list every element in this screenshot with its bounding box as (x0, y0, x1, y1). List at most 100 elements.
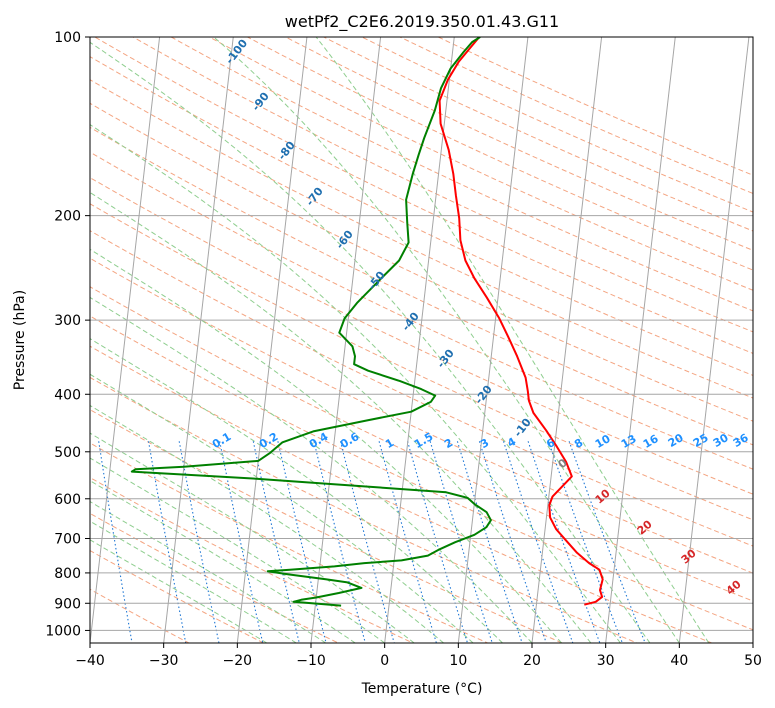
moist-adiabat (90, 539, 268, 643)
mixing-ratio-line (219, 441, 264, 643)
dry-adiabat (90, 588, 190, 643)
mixing-ratio-label: 1 (383, 436, 396, 451)
dry-adiabat (90, 376, 639, 643)
x-tick-label: −20 (223, 653, 253, 669)
dry-adiabat-label: -100 (223, 37, 250, 67)
isotherm-gridline (384, 37, 455, 643)
dry-adiabat (90, 56, 753, 377)
mixing-ratio-line (178, 441, 220, 643)
x-tick-label: −40 (75, 653, 105, 669)
mixing-ratio-line (147, 441, 187, 643)
x-tick-label: −10 (296, 653, 326, 669)
mixing-ratio-line (527, 441, 601, 643)
moist-adiabat (315, 37, 710, 643)
mixing-ratio-label: 2 (442, 436, 455, 451)
mixing-ratio-line (378, 441, 437, 643)
dry-adiabat (90, 476, 415, 643)
moist-adiabat (90, 501, 326, 643)
x-axis-label: Temperature (°C) (361, 681, 483, 697)
mixing-ratio-label: 25 (691, 431, 711, 450)
moist-adiabat (90, 404, 444, 643)
isotherm-gridline (236, 37, 308, 643)
plot-frame (89, 36, 754, 644)
dry-adiabat (90, 203, 753, 521)
temperature-profile-line (438, 37, 604, 606)
dry-adiabat (208, 37, 753, 291)
mixing-ratio-line (456, 441, 523, 643)
x-tick-label: 0 (380, 653, 389, 669)
x-tick-label: 50 (744, 653, 762, 669)
chart-title: wetPf2_C2E6.2019.350.01.43.G11 (285, 12, 559, 32)
x-tick-label: 40 (670, 653, 688, 669)
dry-adiabat (90, 257, 753, 574)
isotherm-gridline (310, 37, 382, 643)
y-tick-label: 500 (54, 445, 81, 461)
mixing-ratio-label: 13 (619, 432, 639, 451)
moist-adiabat-label: 20 (635, 517, 655, 537)
mixing-ratio-line (502, 441, 574, 643)
mixing-ratio-label: 1.5 (412, 430, 435, 451)
line-labels: -100-90-80-70-60-50-40-30-20-100.1 0.2 0.4… (210, 37, 751, 598)
mixing-ratio-line (252, 441, 300, 643)
isotherm-gridline (457, 37, 529, 643)
dry-adiabat (90, 345, 714, 643)
dry-adiabat (90, 315, 753, 631)
mixing-ratio-label: 36 (731, 431, 751, 450)
moist-adiabat (90, 248, 562, 643)
mixing-ratio-label: 30 (711, 431, 731, 450)
y-tick-label: 1000 (45, 623, 81, 639)
dry-adiabat (93, 37, 753, 354)
dry-adiabat (90, 126, 753, 446)
dry-adiabat (90, 286, 753, 602)
series-layer (130, 37, 604, 607)
dry-adiabat (90, 512, 340, 643)
dry-adiabat (246, 37, 753, 271)
dry-adiabat (90, 79, 753, 399)
y-tick-label: 600 (54, 492, 81, 508)
dewpoint-profile-line (130, 37, 492, 607)
mixing-ratio-line (339, 441, 395, 643)
isotherm-gridline (678, 37, 750, 643)
x-tick-label: 10 (449, 653, 467, 669)
moist-adiabat (90, 480, 356, 643)
dry-adiabat (90, 230, 753, 547)
mixing-ratio-line (277, 441, 327, 643)
moist-adiabat (90, 41, 651, 643)
dry-adiabat (360, 37, 753, 213)
y-tick-label: 200 (54, 209, 81, 225)
moist-adiabat (90, 296, 533, 643)
dry-adiabat-label: -60 (333, 228, 356, 252)
y-tick-label: 900 (54, 596, 81, 612)
isotherm-gridline (163, 37, 234, 643)
isotherm-gridline (90, 37, 161, 643)
dry-adiabat (90, 409, 564, 643)
dry-adiabat (170, 37, 753, 312)
moist-adiabat (90, 457, 385, 643)
dry-adiabat (90, 102, 753, 422)
x-axis-ticks: −40 −30 −20 −10 0 10 20 30 40 50 (75, 643, 762, 669)
y-axis-ticks: 100 200 300 400 500 600 700 800 900 1000 (45, 30, 90, 639)
dry-adiabat (90, 151, 753, 470)
dry-adiabat-label: -90 (249, 90, 272, 114)
moist-adiabat (90, 373, 474, 643)
mixing-ratio-line (429, 441, 493, 643)
dry-adiabat (322, 37, 753, 232)
mixing-ratio-line (407, 441, 469, 643)
mixing-ratio-label: 4 (505, 435, 518, 450)
moist-adiabat-label: 30 (679, 546, 699, 566)
background-lines (90, 37, 753, 643)
y-tick-label: 100 (54, 30, 81, 46)
mixing-ratio-line (478, 441, 547, 643)
moist-adiabat (90, 432, 415, 643)
mixing-ratio-label: 16 (641, 432, 661, 451)
moist-adiabat-label: 40 (724, 577, 744, 597)
moist-adiabat (90, 520, 297, 643)
mixing-ratio-label: 0.1 (210, 430, 233, 451)
y-tick-label: 300 (54, 313, 81, 329)
moist-adiabat (90, 124, 621, 643)
mixing-ratio-line (547, 441, 623, 643)
x-tick-label: 30 (597, 653, 615, 669)
y-axis-label: Pressure (hPa) (12, 290, 28, 390)
mixing-ratio-label: 0.6 (338, 430, 362, 451)
